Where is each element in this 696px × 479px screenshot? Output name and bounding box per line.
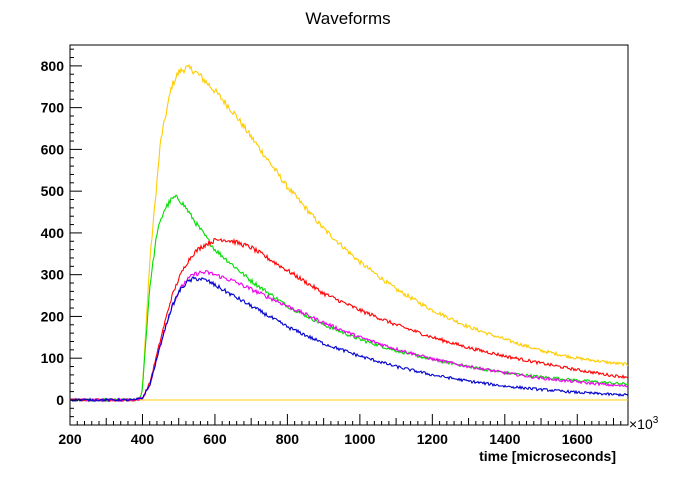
- x-tick-label: 1600: [562, 431, 593, 447]
- x-tick-label: 1200: [417, 431, 448, 447]
- waveform-series-5: [69, 275, 629, 403]
- y-tick-label: 600: [41, 141, 65, 157]
- x-tick-label: 1400: [489, 431, 520, 447]
- x-tick-label: 200: [58, 431, 82, 447]
- axes: 200 400 600 800 1000 1200 1400 1600 0 100 200 300 40…: [41, 48, 629, 447]
- x-tick-label: 600: [203, 431, 227, 447]
- waveform-series-1: [69, 63, 629, 402]
- waveform-series-3: [69, 237, 629, 403]
- y-tick-label: 500: [41, 183, 65, 199]
- y-tick-label: 700: [41, 100, 65, 116]
- x-axis-multiplier-base: ×10: [629, 416, 653, 432]
- plot-frame: [69, 44, 629, 426]
- waveform-series-2: [69, 194, 629, 403]
- waveform-traces: [69, 63, 629, 403]
- x-tick-label: 1000: [344, 431, 375, 447]
- y-tick-label: 200: [41, 308, 65, 324]
- y-tick-label: 400: [41, 225, 65, 241]
- x-axis-multiplier: ×103: [629, 415, 659, 432]
- x-axis-label: time [microseconds]: [479, 448, 616, 464]
- y-tick-label: 300: [41, 267, 65, 283]
- y-tick-label: 100: [41, 350, 65, 366]
- x-tick-label: 400: [131, 431, 155, 447]
- x-axis-multiplier-exponent: 3: [653, 415, 659, 426]
- y-tick-label: 800: [41, 58, 65, 74]
- x-tick-label: 800: [276, 431, 300, 447]
- y-tick-label: 0: [56, 392, 64, 408]
- chart-title: Waveforms: [305, 9, 390, 28]
